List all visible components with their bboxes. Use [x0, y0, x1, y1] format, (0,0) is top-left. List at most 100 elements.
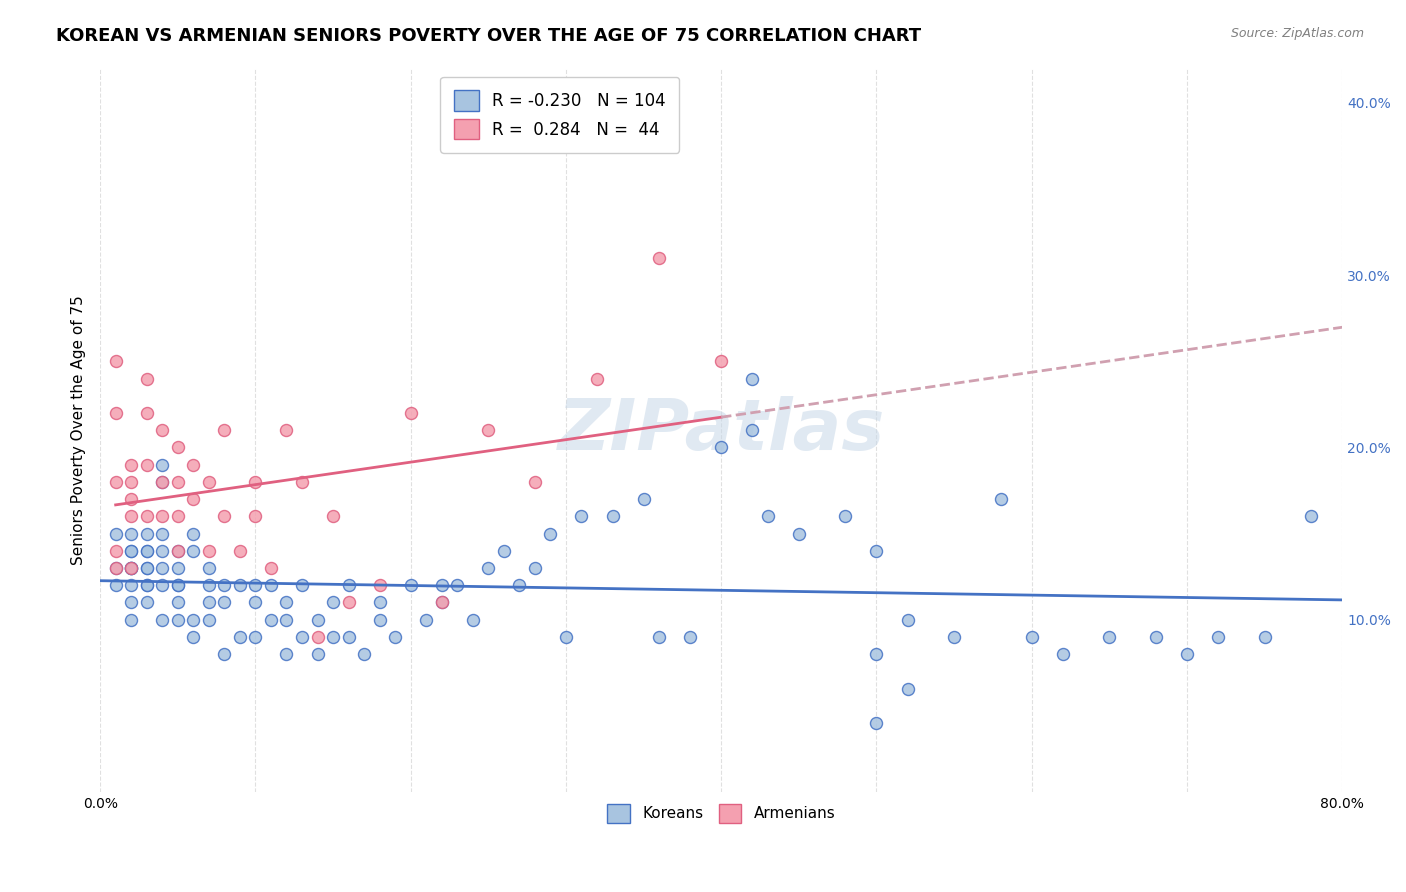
Point	[166, 613, 188, 627]
Point	[214, 595, 236, 609]
Point	[710, 441, 733, 455]
Point	[120, 458, 142, 472]
Point	[446, 578, 468, 592]
Point	[368, 578, 391, 592]
Point	[368, 595, 391, 609]
Point	[679, 630, 702, 644]
Point	[150, 458, 173, 472]
Point	[430, 595, 453, 609]
Point	[135, 526, 157, 541]
Text: ZIPatlas: ZIPatlas	[558, 396, 884, 465]
Point	[166, 578, 188, 592]
Point	[508, 578, 530, 592]
Point	[477, 423, 499, 437]
Point	[276, 647, 298, 661]
Point	[276, 423, 298, 437]
Point	[104, 475, 127, 489]
Point	[245, 578, 267, 592]
Point	[120, 613, 142, 627]
Point	[150, 561, 173, 575]
Point	[181, 492, 204, 507]
Point	[337, 630, 360, 644]
Point	[430, 595, 453, 609]
Point	[166, 544, 188, 558]
Point	[633, 492, 655, 507]
Point	[260, 578, 283, 592]
Point	[150, 526, 173, 541]
Point	[104, 544, 127, 558]
Point	[245, 595, 267, 609]
Point	[120, 561, 142, 575]
Point	[135, 561, 157, 575]
Point	[120, 561, 142, 575]
Point	[291, 475, 314, 489]
Point	[399, 578, 422, 592]
Point	[214, 509, 236, 524]
Point	[276, 613, 298, 627]
Point	[322, 595, 344, 609]
Point	[120, 578, 142, 592]
Point	[166, 595, 188, 609]
Point	[865, 544, 887, 558]
Point	[896, 681, 918, 696]
Point	[384, 630, 406, 644]
Point	[307, 630, 329, 644]
Point	[181, 526, 204, 541]
Point	[120, 544, 142, 558]
Point	[198, 613, 221, 627]
Point	[555, 630, 578, 644]
Point	[120, 544, 142, 558]
Point	[229, 630, 252, 644]
Point	[166, 509, 188, 524]
Point	[214, 423, 236, 437]
Point	[166, 561, 188, 575]
Point	[135, 458, 157, 472]
Point	[648, 630, 671, 644]
Point	[104, 526, 127, 541]
Point	[834, 509, 856, 524]
Point	[120, 561, 142, 575]
Point	[150, 475, 173, 489]
Point	[104, 406, 127, 420]
Point	[1144, 630, 1167, 644]
Point	[181, 458, 204, 472]
Point	[337, 595, 360, 609]
Point	[198, 561, 221, 575]
Point	[523, 561, 546, 575]
Point	[430, 578, 453, 592]
Point	[492, 544, 515, 558]
Point	[120, 526, 142, 541]
Point	[229, 578, 252, 592]
Point	[368, 613, 391, 627]
Point	[229, 544, 252, 558]
Point	[120, 475, 142, 489]
Point	[150, 578, 173, 592]
Point	[198, 475, 221, 489]
Point	[150, 423, 173, 437]
Point	[150, 613, 173, 627]
Point	[291, 630, 314, 644]
Point	[120, 561, 142, 575]
Point	[214, 647, 236, 661]
Point	[710, 354, 733, 368]
Point	[166, 475, 188, 489]
Point	[150, 509, 173, 524]
Point	[1301, 509, 1323, 524]
Point	[322, 509, 344, 524]
Point	[602, 509, 624, 524]
Text: Source: ZipAtlas.com: Source: ZipAtlas.com	[1230, 27, 1364, 40]
Point	[1175, 647, 1198, 661]
Point	[104, 578, 127, 592]
Point	[104, 561, 127, 575]
Point	[181, 613, 204, 627]
Point	[291, 578, 314, 592]
Point	[245, 475, 267, 489]
Point	[990, 492, 1012, 507]
Point	[150, 475, 173, 489]
Point	[741, 371, 763, 385]
Point	[135, 595, 157, 609]
Point	[166, 441, 188, 455]
Text: KOREAN VS ARMENIAN SENIORS POVERTY OVER THE AGE OF 75 CORRELATION CHART: KOREAN VS ARMENIAN SENIORS POVERTY OVER …	[56, 27, 921, 45]
Point	[166, 544, 188, 558]
Point	[198, 595, 221, 609]
